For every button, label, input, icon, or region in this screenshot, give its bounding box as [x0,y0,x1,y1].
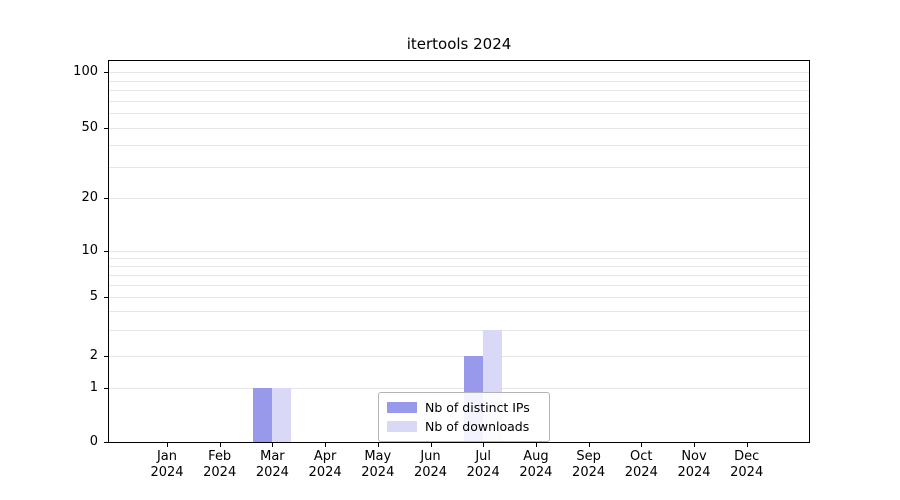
gridline [109,144,809,146]
legend-label-distinct-ips: Nb of distinct IPs [425,400,530,415]
gridline [109,284,809,286]
gridline [109,265,809,267]
legend-swatch-distinct-ips [387,402,417,413]
y-tick-mark [104,388,108,390]
chart-title: itertools 2024 [406,35,512,53]
x-tick-mark [746,443,748,447]
bar-distinct-ips-mar [253,388,273,442]
y-tick-mark [104,127,108,129]
legend-item-distinct-ips: Nb of distinct IPs [387,398,541,417]
gridline [109,274,809,276]
x-tick-label: Dec 2024 [730,449,764,480]
y-tick-mark [104,296,108,298]
plot-area: Nb of distinct IPs Nb of downloads [108,60,810,443]
y-tick-label: 100 [73,64,98,79]
legend-swatch-downloads [387,421,417,432]
y-tick-label: 50 [81,119,98,135]
y-tick-mark [104,198,108,200]
gridline [109,90,809,91]
gridline [109,258,809,260]
bar-downloads-mar [272,388,292,442]
x-tick-label: Jan 2024 [150,449,184,480]
gridline [109,100,809,102]
x-tick-label: Jul 2024 [466,449,500,480]
legend: Nb of distinct IPs Nb of downloads [378,392,550,442]
gridline [109,329,809,331]
x-tick-label: May 2024 [361,449,395,480]
x-tick-label: Oct 2024 [624,449,658,480]
x-tick-label: Feb 2024 [203,449,237,480]
x-tick-mark [272,443,274,447]
x-tick-mark [535,443,537,447]
x-tick-mark [167,443,168,447]
x-tick-mark [588,443,590,447]
y-tick-mark [104,251,108,253]
x-tick-label: Mar 2024 [255,449,289,480]
gridline [109,72,809,73]
y-tick-mark [104,72,108,73]
x-tick-label: Aug 2024 [519,449,553,480]
x-tick-label: Apr 2024 [308,449,342,480]
x-tick-mark [641,443,643,447]
x-tick-mark [219,443,221,447]
gridline [109,251,809,253]
gridline [109,311,809,313]
y-tick-label: 2 [89,347,98,363]
y-tick-mark [104,442,108,443]
gridline [109,296,809,298]
x-tick-label: Nov 2024 [677,449,711,480]
gridline [109,113,809,114]
legend-item-downloads: Nb of downloads [387,417,541,436]
y-tick-label: 20 [81,190,98,206]
gridline [109,80,809,82]
y-tick-mark [104,355,108,357]
legend-label-downloads: Nb of downloads [425,419,530,434]
x-tick-mark [483,443,485,447]
gridline [109,127,809,129]
x-tick-mark [377,443,379,447]
gridline [109,198,809,200]
y-tick-label: 1 [89,380,98,396]
x-tick-label: Jun 2024 [413,449,448,480]
y-tick-label: 10 [81,243,98,259]
gridline [109,167,809,168]
x-tick-label: Sep 2024 [572,449,606,480]
gridline [109,355,809,357]
x-tick-mark [430,443,432,447]
gridline [109,388,809,390]
x-tick-mark [325,443,327,447]
y-tick-label: 0 [89,434,98,449]
x-tick-mark [694,443,695,447]
y-tick-label: 5 [89,288,98,304]
